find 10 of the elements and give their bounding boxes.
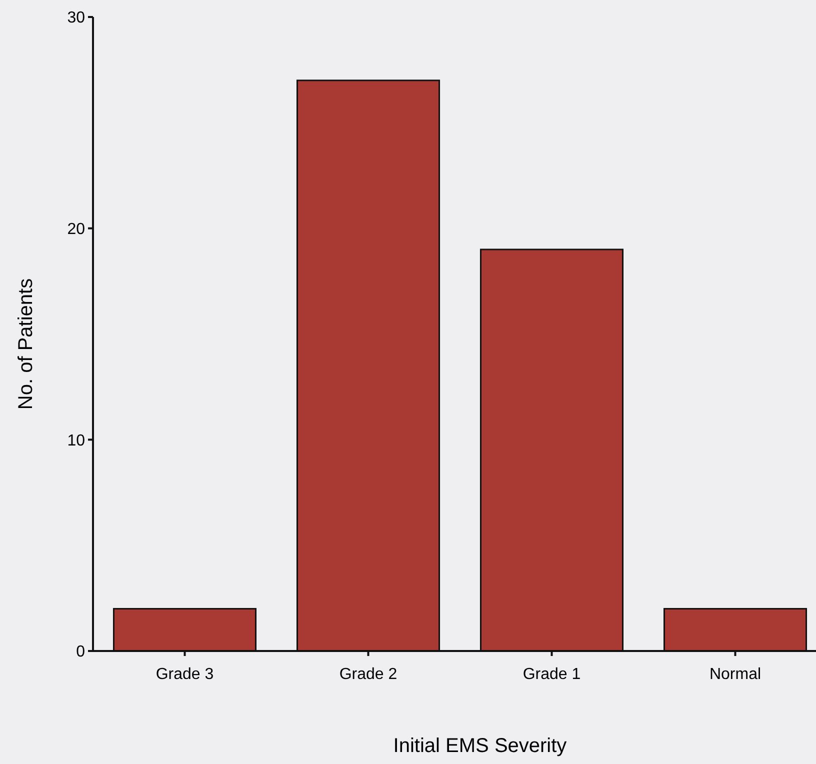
x-tick-label: Grade 1 (522, 666, 581, 683)
x-tick-label: Grade 3 (156, 666, 214, 683)
x-tick-label: Grade 2 (339, 666, 398, 683)
x-tick-label: Normal (709, 666, 762, 683)
x-axis-title: Initial EMS Severity (393, 735, 567, 757)
y-tick-label: 10 (67, 432, 86, 450)
y-axis-title: No. of Patients (15, 278, 37, 410)
y-tick-label: 0 (76, 644, 86, 661)
y-tick-label: 20 (67, 220, 86, 238)
y-tick-label: 30 (67, 10, 86, 27)
